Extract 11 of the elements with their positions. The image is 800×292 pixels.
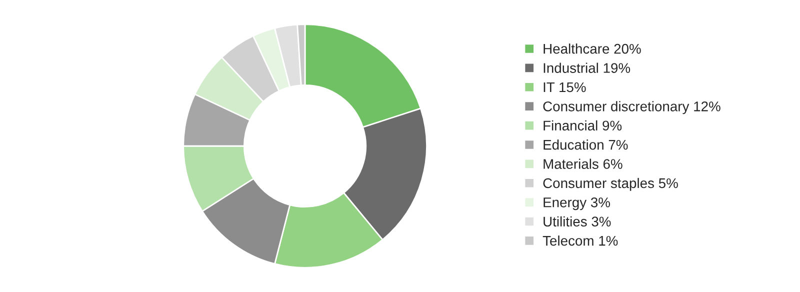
legend-label: Telecom 1% bbox=[542, 236, 618, 246]
legend-label: Consumer staples 5% bbox=[543, 178, 678, 191]
legend-label: Consumer discretionary 12% bbox=[543, 101, 720, 114]
legend-label: Industrial 19% bbox=[544, 62, 630, 73]
legend-label: Energy 3% bbox=[544, 197, 610, 210]
legend-label: Utilities 3% bbox=[544, 216, 611, 227]
legend-label: Materials 6% bbox=[544, 158, 622, 169]
legend-label: Financial 9% bbox=[544, 120, 622, 131]
legend-label: Education 7% bbox=[544, 140, 628, 150]
legend-label: IT 15% bbox=[544, 82, 586, 92]
legend-label: Healthcare 20% bbox=[544, 44, 641, 54]
